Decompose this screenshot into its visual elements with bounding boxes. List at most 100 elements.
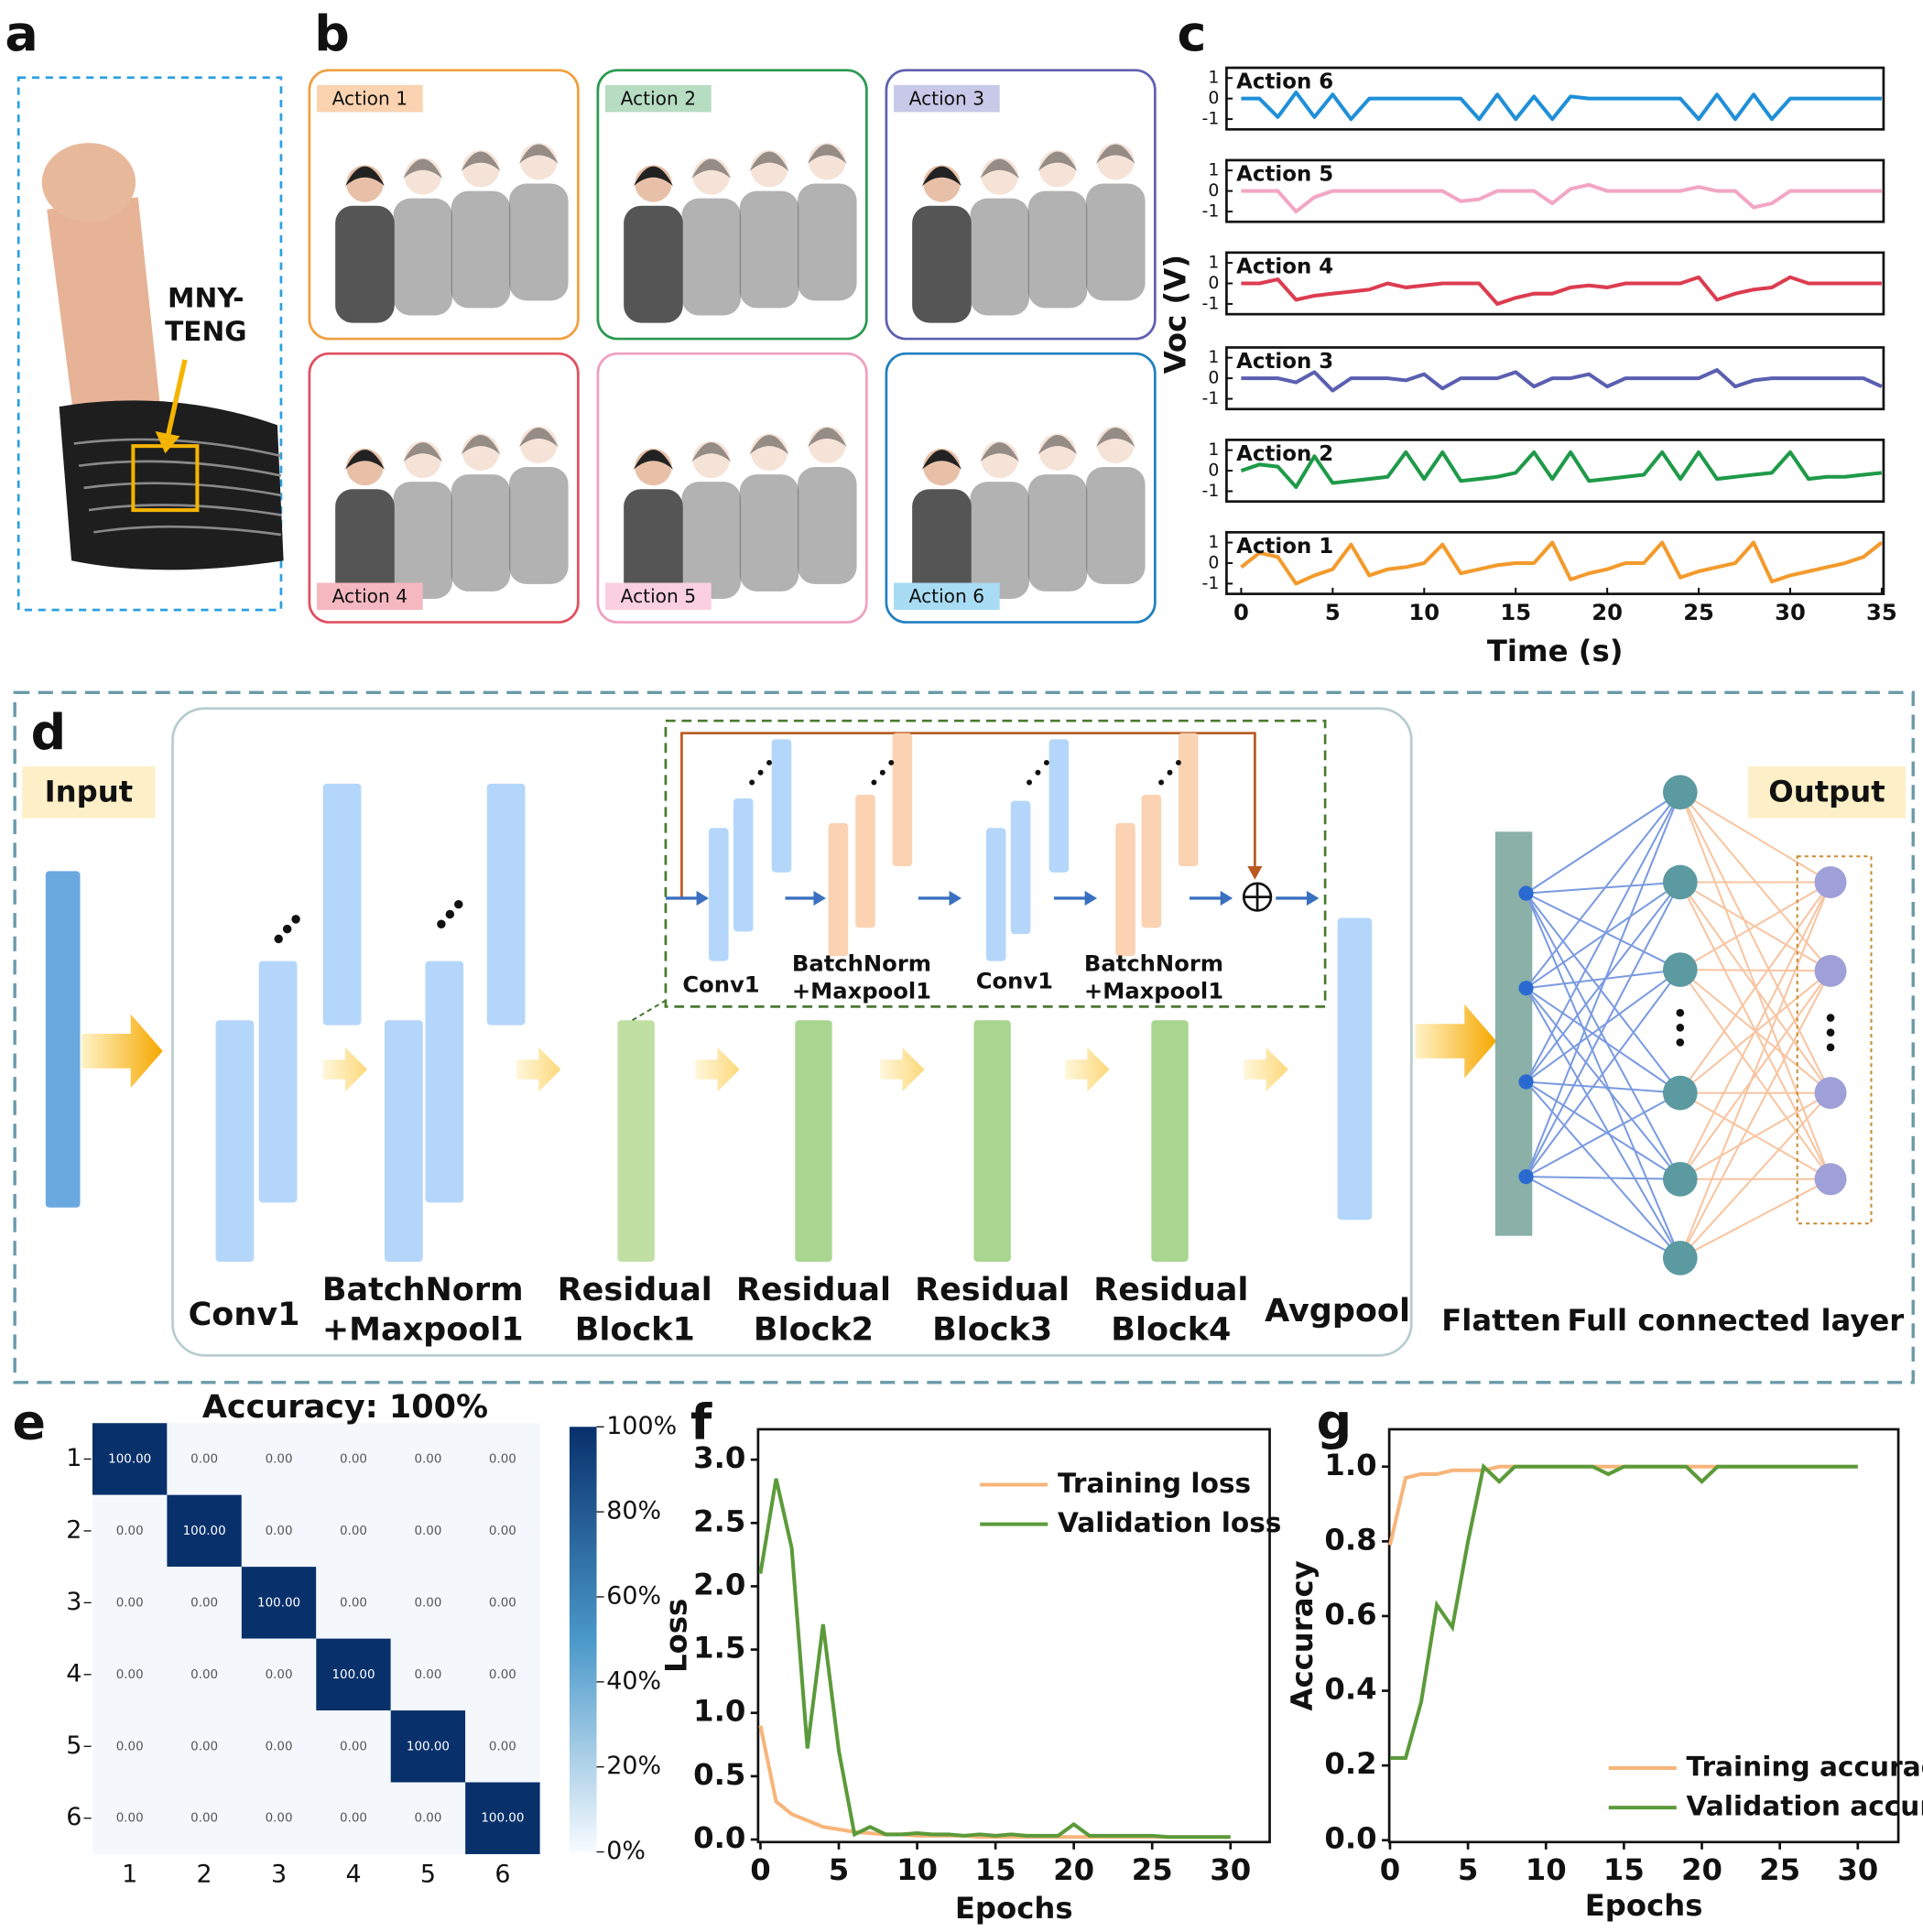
x-tick-label: 20: [1681, 1852, 1722, 1887]
person-body: [970, 482, 1030, 599]
nn-edge: [1525, 892, 1681, 1094]
y-tick-label: 2: [66, 1515, 81, 1544]
cell-label: 0.00: [414, 1812, 441, 1826]
sensor-label: MNY-: [168, 282, 244, 313]
ellipsis-dot: [454, 900, 463, 909]
nn-edge: [1679, 1091, 1831, 1259]
forearm: [47, 197, 160, 419]
person-body: [451, 190, 511, 309]
ellipsis-dot: [437, 919, 446, 928]
cell-label: 0.00: [116, 1668, 144, 1682]
y-tick-label: 1.5: [693, 1631, 745, 1666]
cell-label: 0.00: [414, 1525, 441, 1538]
x-tick-label: 2: [197, 1861, 212, 1889]
person-body: [508, 183, 569, 301]
person-body: [335, 489, 395, 607]
y-tick-label: 1.0: [1324, 1448, 1376, 1482]
matrix-cell: [241, 1494, 317, 1568]
person-head: [692, 157, 730, 195]
cell-label: 0.00: [489, 1525, 516, 1538]
matrix-cell: [316, 1638, 391, 1711]
person-head: [462, 150, 500, 188]
stage-label: Block4: [1111, 1311, 1231, 1348]
layer-bar: [733, 798, 754, 932]
input-tag: [22, 766, 156, 819]
person-body: [1085, 467, 1146, 584]
y-tick-label: 0.4: [1324, 1672, 1376, 1707]
nn-edge: [1679, 1091, 1831, 1180]
layer-bar: [1151, 1020, 1189, 1262]
nn-edge: [1679, 881, 1831, 1094]
series-name: Action 6: [1236, 71, 1333, 94]
panel-label: e: [12, 1394, 46, 1451]
matrix-cell: [390, 1494, 466, 1568]
person-hair: [749, 151, 789, 172]
x-tick-label: 15: [1603, 1852, 1645, 1887]
input-label: Input: [45, 775, 134, 809]
legend-label: Validation loss: [1058, 1507, 1281, 1538]
cell-label: 0.00: [266, 1740, 293, 1753]
x-tick-label: 10: [1408, 600, 1440, 625]
nn-edge: [1525, 1080, 1681, 1259]
ellipsis-dot: [1826, 1014, 1835, 1022]
nn-node: [1518, 981, 1534, 996]
colorbar: [569, 1427, 597, 1852]
stage-label: Residual: [915, 1272, 1070, 1308]
flow-arrowhead: [1220, 890, 1233, 906]
person-body: [681, 198, 742, 316]
cell-label: 0.00: [414, 1596, 441, 1610]
y-tick-label: 1: [1208, 440, 1219, 460]
person-head: [809, 143, 846, 180]
y-tick-label: 0.2: [1324, 1746, 1376, 1781]
y-tick-label: -1: [1202, 389, 1220, 408]
sleeve-stripe: [88, 504, 282, 516]
ellipsis-dot: [1158, 779, 1165, 786]
person-hair: [921, 450, 962, 470]
y-tick-label: 4: [66, 1659, 81, 1688]
y-tick-label: 2.0: [693, 1567, 745, 1601]
person-body: [970, 198, 1030, 316]
signal-line: [1240, 540, 1884, 586]
ellipsis-dot: [1043, 760, 1049, 765]
cell-label: 0.00: [414, 1668, 441, 1682]
cell-label: 0.00: [190, 1812, 218, 1826]
y-tick-label: 1: [1208, 533, 1219, 552]
add-op-cross: [1244, 883, 1271, 911]
cell-label: 0.00: [190, 1452, 218, 1466]
person-hair: [344, 450, 385, 470]
ellipsis-dot: [1826, 1028, 1835, 1037]
matrix-cell: [167, 1567, 242, 1639]
y-tick-label: 0: [1208, 89, 1219, 108]
nn-node: [1662, 1241, 1698, 1275]
nn-edge: [1679, 881, 1831, 971]
legend-label: Training accuracy: [1687, 1752, 1923, 1783]
stage-label: Residual: [1093, 1272, 1248, 1308]
x-tick-label: 30: [1837, 1852, 1878, 1887]
person-hair: [518, 144, 559, 164]
y-tick-label: -1: [1202, 110, 1220, 129]
person-body: [335, 205, 395, 323]
nn-edge: [1525, 791, 1681, 895]
signal-line: [1241, 182, 1882, 214]
person-head: [1038, 150, 1077, 188]
matrix-cell: [316, 1782, 391, 1854]
person-hair: [1095, 427, 1135, 448]
ellipsis-dot: [888, 760, 895, 765]
x-tick-label: 25: [1683, 600, 1714, 625]
matrix-cell: [465, 1782, 540, 1854]
person-body: [1027, 190, 1088, 309]
y-tick-label: 0.8: [1324, 1522, 1376, 1557]
nn-edge: [1525, 969, 1681, 1178]
small-arrow: [880, 1047, 925, 1092]
panel-label: g: [1317, 1394, 1353, 1451]
matrix-cell: [92, 1423, 168, 1495]
y-axis-label: Accuracy: [1285, 1560, 1320, 1710]
person-body: [739, 474, 799, 592]
x-axis-label: Time (s): [1487, 634, 1624, 668]
action-tag: [604, 84, 712, 113]
x-tick-label: 15: [975, 1852, 1016, 1887]
layer-bar: [322, 783, 362, 1026]
stage-label: Residual: [736, 1272, 891, 1308]
person-body: [1085, 183, 1146, 301]
colorbar-label: 80%: [606, 1497, 661, 1525]
